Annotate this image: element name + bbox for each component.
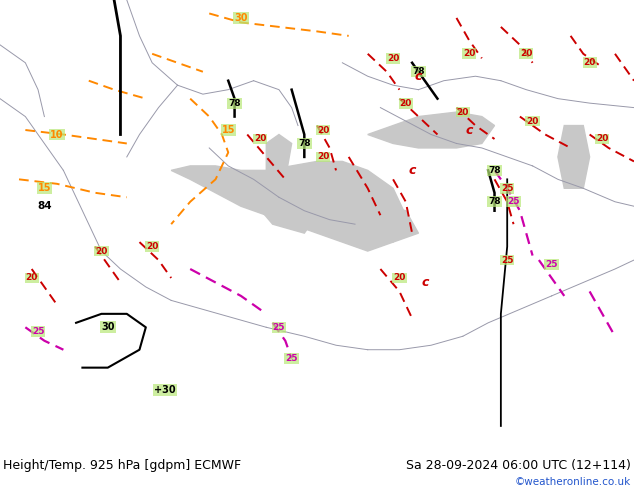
- Polygon shape: [558, 125, 590, 188]
- Text: 20: 20: [95, 246, 108, 256]
- Text: 20: 20: [25, 273, 38, 282]
- Text: 25: 25: [507, 197, 520, 206]
- Text: 20: 20: [463, 49, 476, 58]
- Text: 20: 20: [254, 134, 266, 144]
- Text: 78: 78: [412, 67, 425, 76]
- Text: 25: 25: [545, 260, 558, 269]
- Text: 20: 20: [387, 54, 399, 63]
- Polygon shape: [368, 202, 418, 242]
- Text: 84: 84: [37, 201, 52, 211]
- Text: 20: 20: [393, 273, 406, 282]
- Text: 20: 20: [456, 108, 469, 117]
- Text: 30: 30: [234, 13, 248, 23]
- Text: 20: 20: [596, 134, 609, 144]
- Text: 25: 25: [501, 184, 514, 193]
- Text: Height/Temp. 925 hPa [gdpm] ECMWF: Height/Temp. 925 hPa [gdpm] ECMWF: [3, 459, 242, 471]
- Text: 20: 20: [146, 242, 158, 251]
- Text: 30: 30: [101, 322, 115, 332]
- Text: 25: 25: [501, 256, 514, 265]
- Text: c: c: [465, 123, 473, 137]
- Text: 10: 10: [50, 129, 64, 140]
- Text: 15: 15: [37, 183, 51, 194]
- Text: 20: 20: [520, 49, 533, 58]
- Text: c: c: [408, 164, 416, 177]
- Polygon shape: [368, 112, 495, 148]
- Text: c: c: [421, 276, 429, 289]
- Text: 78: 78: [488, 166, 501, 175]
- Text: 20: 20: [317, 125, 330, 135]
- Text: 20: 20: [526, 117, 539, 125]
- Text: Sa 28-09-2024 06:00 UTC (12+114): Sa 28-09-2024 06:00 UTC (12+114): [406, 459, 631, 471]
- Text: ©weatheronline.co.uk: ©weatheronline.co.uk: [515, 477, 631, 487]
- Text: 25: 25: [273, 323, 285, 332]
- Text: 20: 20: [583, 58, 596, 67]
- Text: 78: 78: [228, 98, 241, 108]
- Text: 15: 15: [221, 125, 235, 135]
- Text: c: c: [415, 70, 422, 83]
- Text: 78: 78: [298, 139, 311, 148]
- Polygon shape: [254, 179, 317, 233]
- Text: 20: 20: [317, 152, 330, 161]
- Text: 20: 20: [399, 98, 412, 108]
- Polygon shape: [266, 135, 292, 179]
- Text: +30: +30: [154, 385, 176, 395]
- Text: 25: 25: [32, 327, 44, 336]
- Text: 78: 78: [488, 197, 501, 206]
- Text: 25: 25: [285, 354, 298, 363]
- Polygon shape: [171, 161, 406, 251]
